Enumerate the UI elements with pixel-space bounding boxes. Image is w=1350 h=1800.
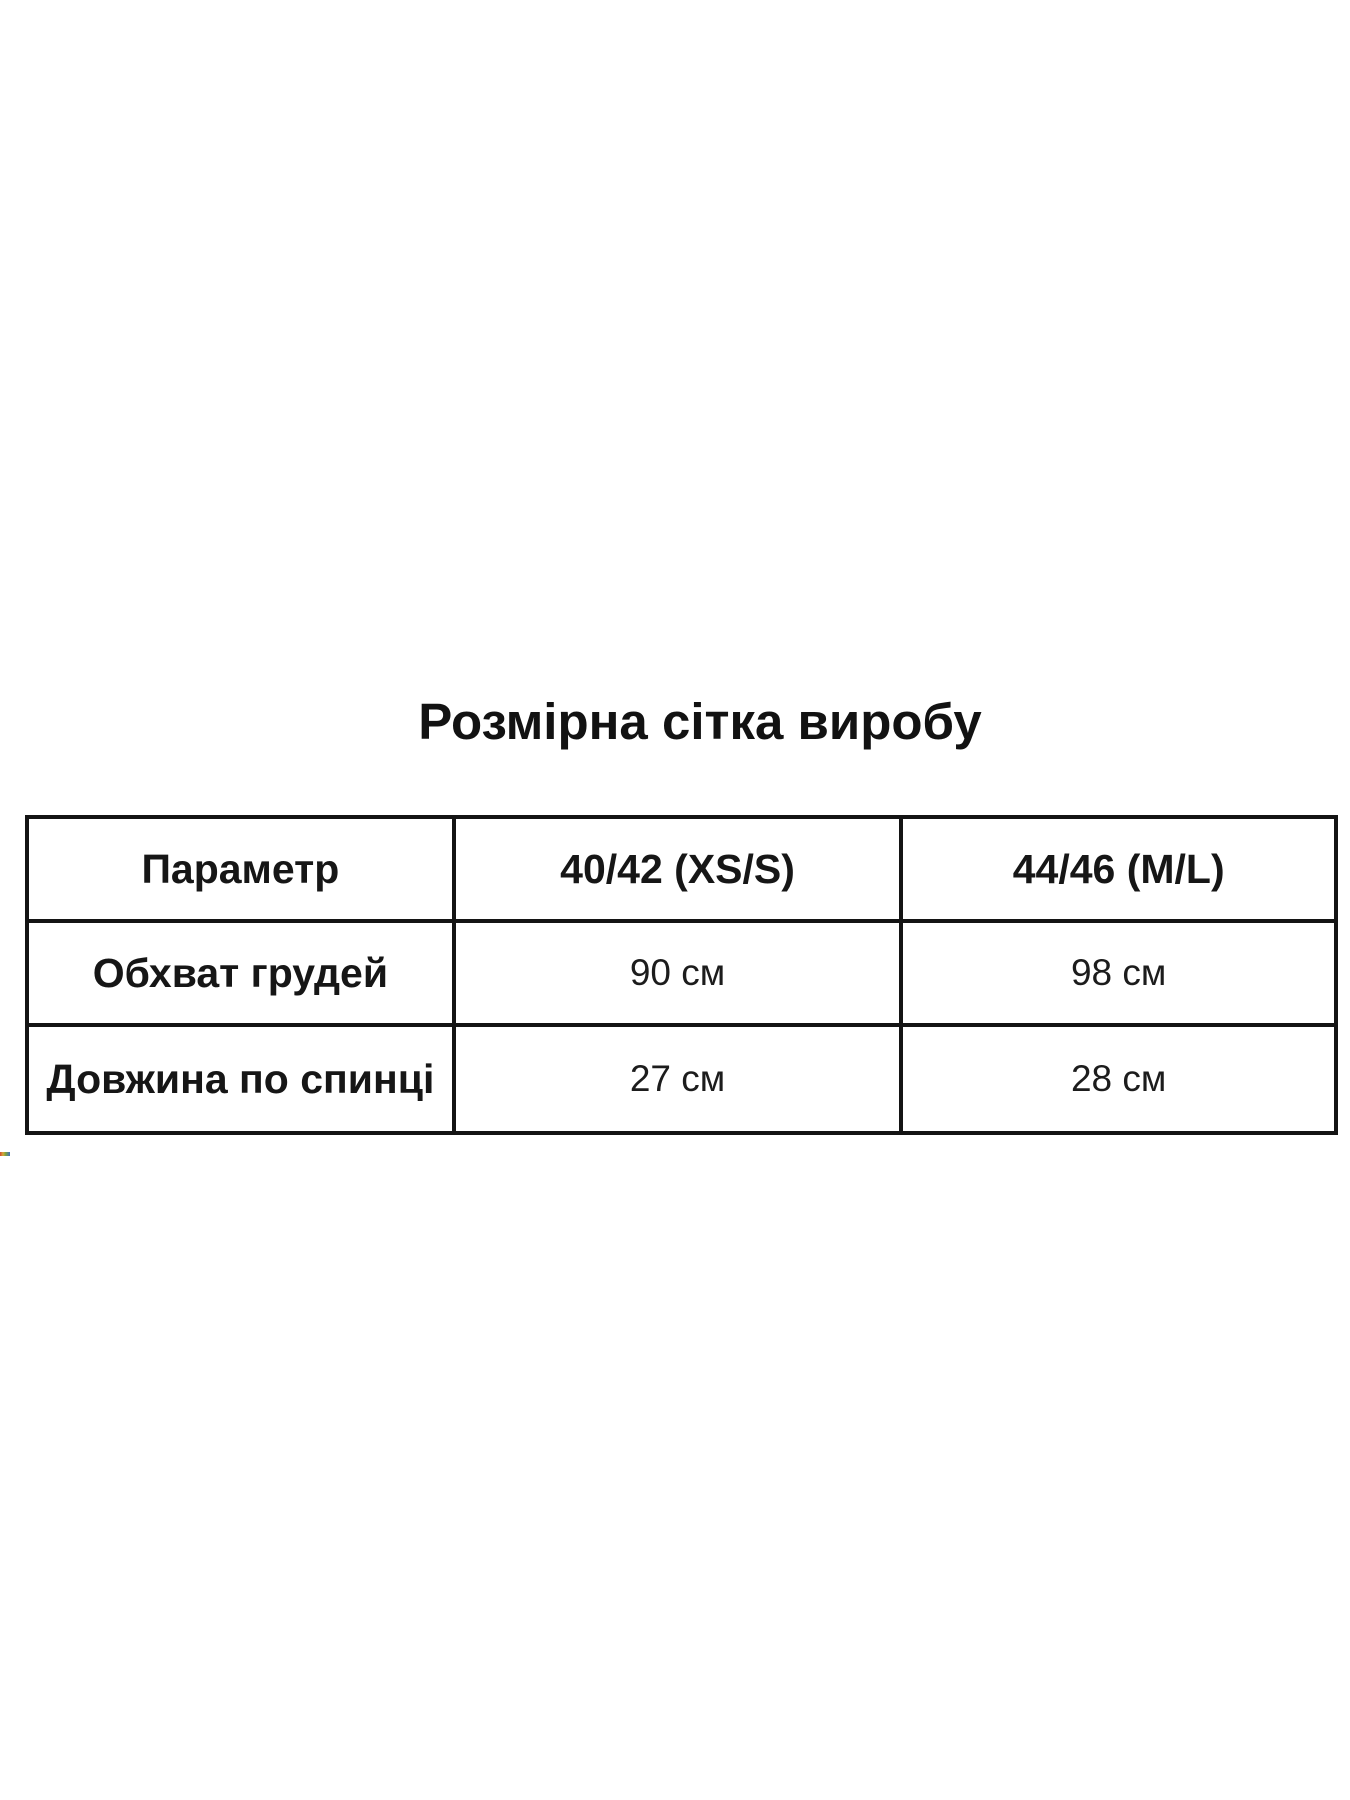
column-header-size-m-l: 44/46 (M/L) bbox=[903, 819, 1334, 919]
column-header-size-m-l-label: 44/46 (M/L) bbox=[1012, 845, 1225, 892]
table-row-chest-girth: Обхват грудей 90 см 98 см bbox=[29, 923, 1334, 1027]
value-chest-m-l: 98 см bbox=[1070, 952, 1167, 993]
column-header-size-xs-s-label: 40/42 (XS/S) bbox=[560, 845, 795, 892]
size-table: Параметр 40/42 (XS/S) 44/46 (M/L) Обхват… bbox=[25, 815, 1338, 1135]
value-cell: 27 см bbox=[456, 1027, 904, 1131]
value-chest-xs-s: 90 см bbox=[629, 952, 726, 993]
row-label-chest-girth: Обхват грудей bbox=[92, 949, 389, 996]
table-row-back-length: Довжина по спинці 27 см 28 см bbox=[29, 1027, 1334, 1131]
value-cell: 90 см bbox=[456, 923, 904, 1023]
column-header-parameter: Параметр bbox=[29, 819, 456, 919]
row-label-cell: Довжина по спинці bbox=[29, 1027, 456, 1131]
value-back-length-m-l: 28 см bbox=[1070, 1058, 1167, 1099]
size-table-header-row: Параметр 40/42 (XS/S) 44/46 (M/L) bbox=[29, 819, 1334, 923]
value-back-length-xs-s: 27 см bbox=[629, 1058, 726, 1099]
row-label-cell: Обхват грудей bbox=[29, 923, 456, 1023]
value-cell: 28 см bbox=[903, 1027, 1334, 1131]
column-header-parameter-label: Параметр bbox=[141, 845, 340, 892]
row-label-back-length: Довжина по спинці bbox=[46, 1055, 435, 1102]
page-title: Розмірна сітка виробу bbox=[418, 693, 982, 750]
column-header-size-xs-s: 40/42 (XS/S) bbox=[456, 819, 904, 919]
value-cell: 98 см bbox=[903, 923, 1334, 1023]
compression-artifact-dash bbox=[0, 1152, 10, 1156]
